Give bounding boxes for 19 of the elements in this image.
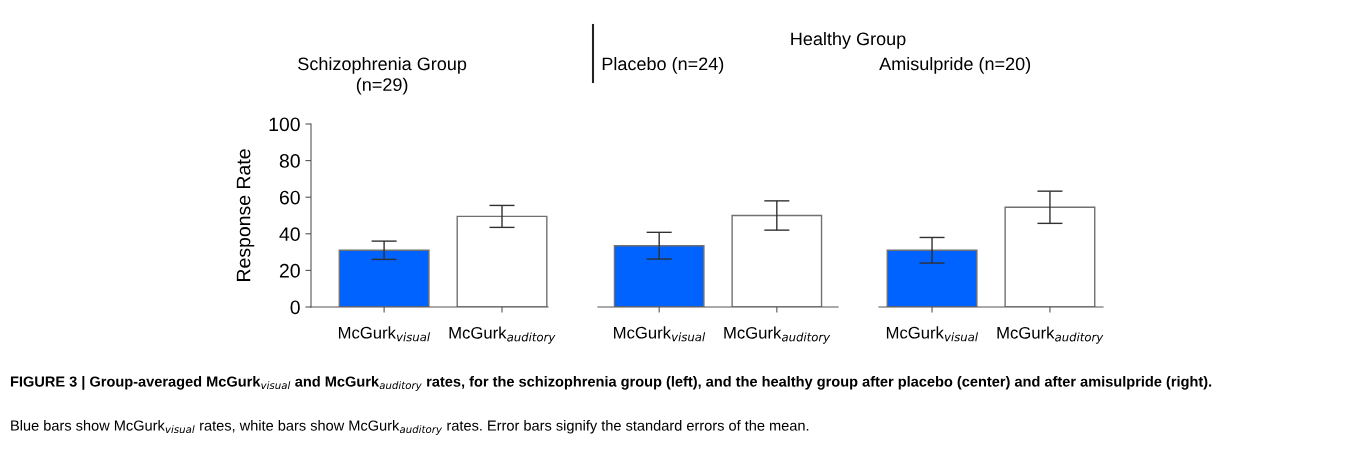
x-tick-label: McGurk$_{auditory}$ [449, 326, 556, 344]
text: Healthy Group [791, 32, 906, 49]
caption: FIGURE 3 | Group-averaged McGurk$_{visual}$ and McGurk$_{auditory}$ rates, for the schizophrenia group (left), and the healthy group after placebo (center) and after amisulpride (right). [10, 376, 1212, 392]
chart-title: Amisulpride (n=20) [879, 57, 1031, 74]
y-tick-label: 60 [279, 190, 300, 205]
y-tick-label: 80 [279, 154, 300, 168]
x-tick-label: McGurk$_{auditory}$ [724, 326, 831, 344]
y-tick-label: 100 [269, 117, 300, 132]
y-axis-title: Response Rate [236, 149, 255, 281]
x-tick-label: McGurk$_{auditory}$ [997, 326, 1104, 344]
x-tick-label: McGurk$_{visual}$ [886, 326, 978, 342]
y-tick-label: 0 [290, 300, 300, 315]
x-tick-label: McGurk$_{visual}$ [338, 326, 431, 342]
chart-title: Schizophrenia Group (n=29) [298, 57, 467, 95]
chart-title: Placebo (n=24) [602, 57, 724, 74]
y-tick-label: 40 [279, 227, 300, 242]
y-tick-label: 20 [279, 263, 300, 278]
text: Blue bars show McGurk$_{visual}$ rates, white bars show McGurk$_{auditory}$ rates. Error bars signify the standard errors of the mean. [11, 420, 809, 436]
x-tick-label: McGurk$_{visual}$ [614, 326, 706, 342]
